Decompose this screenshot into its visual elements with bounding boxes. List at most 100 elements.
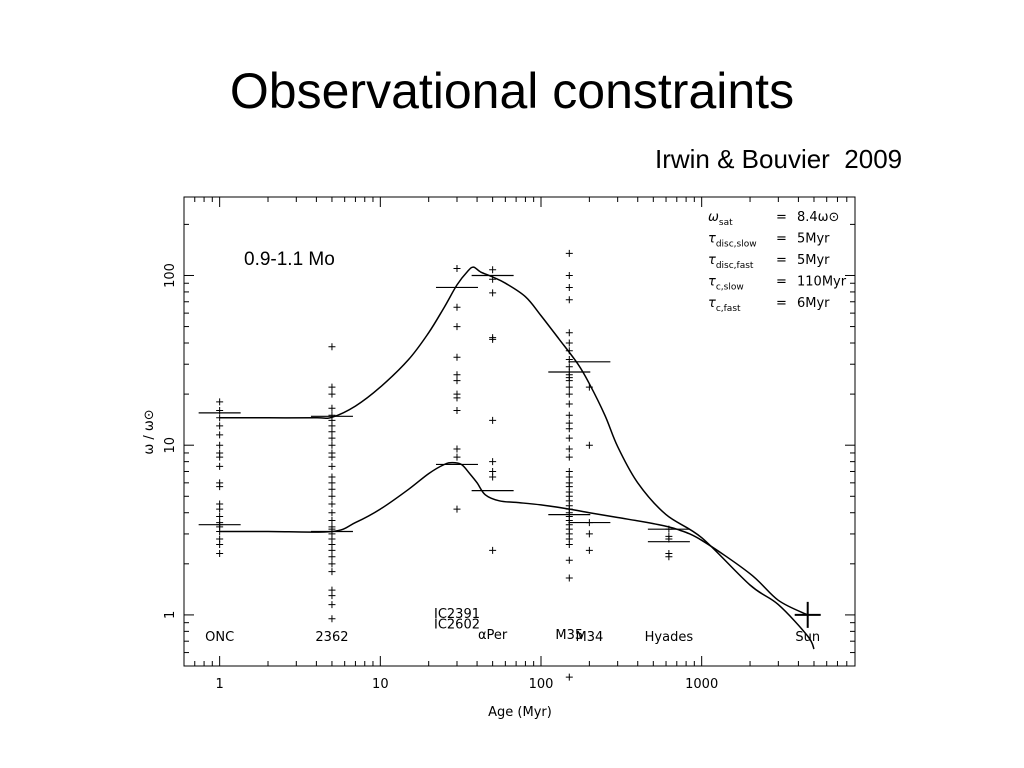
data-point [453, 371, 461, 379]
data-point [328, 422, 336, 430]
data-point [565, 355, 573, 363]
y-axis-label: ω / ω⊙ [142, 409, 157, 454]
data-point [489, 266, 497, 274]
data-point [565, 673, 573, 681]
data-point [328, 592, 336, 600]
data-point [565, 556, 573, 564]
data-point [328, 509, 336, 517]
data-point [216, 483, 224, 491]
data-point [585, 530, 593, 538]
data-point [328, 568, 336, 576]
model-curve-1 [219, 266, 815, 650]
data-point [565, 329, 573, 337]
legend-value: 110Myr [797, 275, 847, 290]
data-point [328, 453, 336, 461]
plot-frame [183, 196, 856, 667]
data-point [565, 347, 573, 355]
cluster-label: IC2391 [434, 607, 480, 622]
data-point [216, 550, 224, 558]
data-point [328, 479, 336, 487]
legend-equals: = [776, 253, 787, 268]
parameter-legend: ωsat = 8.4ω⊙ τdisc,slow = 5Myr τdisc,fast = 5Myr… [708, 210, 847, 314]
data-point [565, 383, 573, 391]
data-point [328, 615, 336, 623]
data-point [665, 525, 673, 533]
data-point [328, 553, 336, 561]
data-point [565, 453, 573, 461]
data-point [328, 516, 336, 524]
data-point [565, 473, 573, 481]
data-point [216, 462, 224, 470]
data-point [216, 453, 224, 461]
x-tick-label: 1000 [685, 677, 718, 692]
data-point [328, 546, 336, 554]
legend-symbol: ωsat [708, 210, 733, 228]
data-point [453, 453, 461, 461]
cluster-label: 2362 [315, 630, 348, 645]
data-point [585, 383, 593, 391]
data-point [216, 505, 224, 513]
data-point [489, 546, 497, 554]
cluster-label: Sun [795, 630, 820, 645]
data-point [328, 404, 336, 412]
data-point [216, 398, 224, 406]
axis-ticks [183, 197, 856, 667]
data-point [585, 441, 593, 449]
data-point [565, 296, 573, 304]
legend-symbol: τc,slow [708, 275, 744, 293]
cluster-label: αPer [478, 628, 508, 643]
legend-value: 8.4ω⊙ [797, 210, 839, 225]
legend-equals: = [776, 275, 787, 290]
data-point [565, 271, 573, 279]
data-point [489, 289, 497, 297]
cluster-label: IC2602 [434, 618, 480, 633]
legend-value: 6Myr [797, 296, 830, 311]
data-point [565, 411, 573, 419]
model-curves [219, 266, 815, 650]
data-point [216, 540, 224, 548]
data-point [453, 377, 461, 385]
data-point [453, 505, 461, 513]
data-point [565, 540, 573, 548]
data-point [489, 473, 497, 481]
data-point [328, 343, 336, 351]
data-point [328, 441, 336, 449]
data-point [565, 390, 573, 398]
data-point [565, 400, 573, 408]
data-point [489, 335, 497, 343]
data-point [453, 264, 461, 272]
data-point [216, 441, 224, 449]
data-points [216, 249, 673, 681]
cluster-label: ONC [205, 630, 234, 645]
model-curve-2 [219, 461, 809, 616]
data-point [585, 546, 593, 554]
y-tick-label: 10 [163, 437, 178, 454]
cluster-label: M34 [575, 630, 603, 645]
data-point [489, 275, 497, 283]
data-point [565, 249, 573, 257]
data-point [328, 473, 336, 481]
data-point [216, 513, 224, 521]
sun-point [794, 601, 821, 628]
mass-label: 0.9-1.1 Mo [244, 249, 335, 270]
legend-equals: = [776, 232, 787, 247]
data-point [453, 394, 461, 402]
data-point [216, 414, 224, 422]
data-point [489, 458, 497, 466]
data-point [453, 353, 461, 361]
data-point [585, 519, 593, 527]
data-point [453, 323, 461, 331]
data-point [328, 428, 336, 436]
data-point [328, 434, 336, 442]
data-point [565, 445, 573, 453]
data-point [453, 407, 461, 415]
data-point [565, 574, 573, 582]
data-point [565, 425, 573, 433]
data-point [328, 560, 336, 568]
data-point [328, 540, 336, 548]
cluster-label: M35 [555, 628, 583, 643]
x-tick-label: 1 [216, 677, 224, 692]
x-tick-labels: 1 10 100 1000 [216, 677, 719, 692]
